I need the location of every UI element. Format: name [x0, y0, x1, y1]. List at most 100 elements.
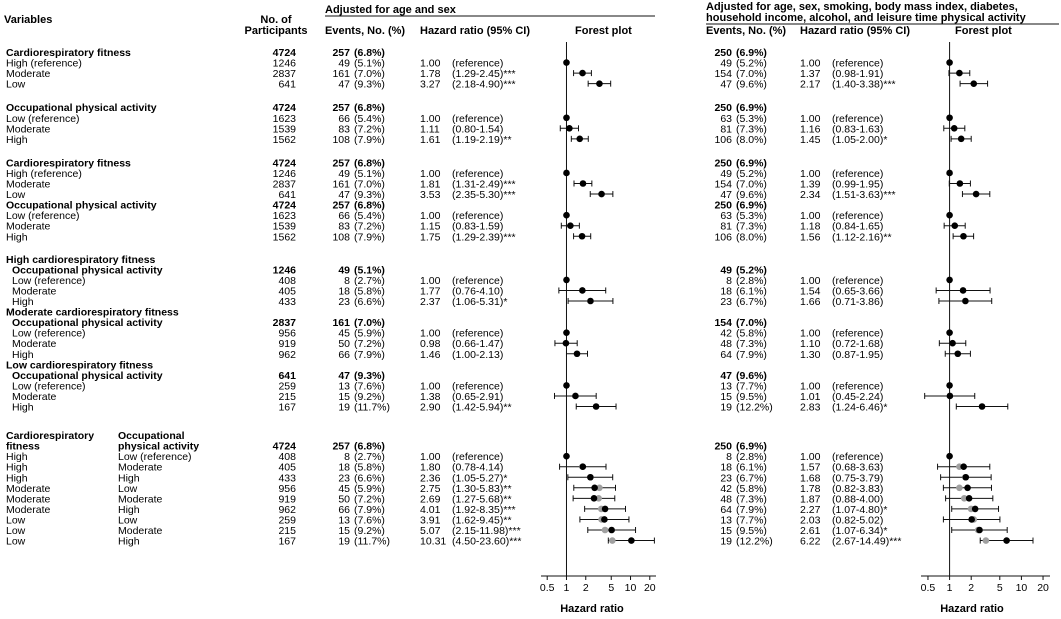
events-percent-cell: (5.1%): [354, 58, 385, 70]
hazard-ratio-cell: 2.69: [420, 493, 441, 505]
confidence-interval-cell: (1.05-2.00)*: [832, 134, 887, 146]
events-percent-cell: (6.8%): [354, 102, 385, 114]
hazard-ratio-cell: 1.00: [420, 328, 441, 340]
hazard-ratio-marker: [962, 297, 969, 305]
events-cell: 257: [332, 200, 350, 212]
row-label: Moderate: [12, 391, 57, 403]
forest-point: [563, 452, 570, 460]
participants-cell: 1539: [273, 123, 297, 135]
row-label: Moderate: [6, 179, 51, 191]
events-cell: 257: [332, 157, 350, 169]
forest-point: [563, 114, 570, 122]
events-percent-cell: (5.2%): [736, 264, 767, 276]
events-percent-cell: (5.8%): [736, 483, 767, 495]
events-percent-cell: (5.1%): [354, 264, 385, 276]
row-label: Occupational physical activity: [12, 264, 163, 276]
participants-cell: 433: [278, 296, 296, 308]
row-label: Moderate: [12, 285, 57, 297]
hazard-ratio-cell: 1.00: [420, 275, 441, 287]
table-row: High 962 66 (7.9%) 1.46 (1.00-2.13) 64 (7.9%) 1.…: [12, 349, 883, 361]
events-percent-cell: (5.8%): [736, 328, 767, 340]
events-cell: 106: [714, 134, 732, 146]
confidence-interval-cell: (0.84-1.65): [832, 221, 883, 233]
confidence-interval-cell: (0.87-1.95): [832, 349, 883, 361]
hazard-ratio-marker: [598, 190, 605, 198]
row-label: High cardiorespiratory fitness: [6, 254, 156, 266]
row-label: High: [6, 451, 28, 463]
row-label: Occupational physical activity: [12, 317, 163, 329]
events-cell: 19: [338, 536, 350, 548]
forest-point: [575, 403, 617, 410]
hazard-ratio-marker: [563, 452, 570, 460]
table-row: Moderate 1539 83 (7.2%) 1.11 (0.80-1.54) 81 (7.…: [6, 123, 883, 135]
events-percent-cell: (9.2%): [354, 525, 385, 537]
participants-cell: 405: [278, 285, 296, 297]
confidence-interval-cell: (reference): [452, 168, 503, 180]
table-row: High cardiorespiratory fitness: [6, 254, 156, 266]
confidence-interval-cell: (reference): [832, 58, 883, 70]
x-tick-label: 5: [608, 582, 614, 594]
confidence-interval-cell: (0.78-4.14): [452, 462, 503, 474]
header-events-right: Events, No. (%): [706, 25, 786, 37]
confidence-interval-cell: (1.51-3.63)***: [832, 189, 896, 201]
confidence-interval-cell: (reference): [452, 380, 503, 392]
confidence-interval-cell: (2.18-4.90)***: [452, 79, 516, 91]
events-cell: 49: [720, 168, 732, 180]
forest-point: [559, 463, 607, 471]
participants-cell: 1246: [273, 168, 297, 180]
confidence-interval-cell: (0.80-1.54): [452, 123, 503, 135]
table-row: Low (reference) 1623 66 (5.4%) 1.00 (referenc…: [6, 210, 883, 222]
confidence-interval-cell: (reference): [452, 275, 503, 287]
hazard-ratio-marker: [579, 287, 586, 294]
participants-cell: 167: [278, 402, 296, 414]
x-axis-title-right: Hazard ratio: [940, 603, 1004, 615]
participants-cell: 4724: [273, 102, 297, 114]
events-cell: 257: [332, 441, 350, 453]
participants-cell: 1246: [273, 264, 297, 276]
table-row: High High 433 23 (6.6%) 2.36 (1.05-5.27)* 23 (6.…: [6, 472, 883, 484]
events-cell: 66: [338, 113, 350, 125]
events-percent-cell: (7.3%): [736, 493, 767, 505]
table-row: Occupational physical activity 2837 161 (7.…: [12, 317, 767, 329]
hazard-ratio-marker: [946, 211, 953, 219]
events-cell: 15: [720, 525, 732, 537]
events-percent-cell: (6.6%): [354, 296, 385, 308]
events-percent-cell: (9.6%): [736, 79, 767, 91]
participants-cell: 408: [278, 451, 296, 463]
row-label-secondary: Moderate: [118, 462, 163, 474]
row-label-secondary: High: [118, 504, 140, 516]
row-label: Low cardiorespiratory fitness: [6, 359, 153, 371]
table-row: Moderate 2837 161 (7.0%) 1.81 (1.31-2.49)*** 1…: [6, 179, 883, 191]
forest-point: [944, 350, 971, 358]
events-percent-cell: (6.7%): [736, 472, 767, 484]
hazard-ratio-cell: 1.66: [800, 296, 821, 308]
confidence-interval-cell: (1.19-2.19)**: [452, 134, 512, 146]
events-percent-cell: (7.2%): [354, 123, 385, 135]
forest-point: [961, 190, 991, 198]
row-label: Moderate: [6, 123, 51, 135]
forest-point: [945, 495, 994, 502]
x-tick-label: 0.5: [540, 582, 555, 594]
row-label: Low: [6, 189, 26, 201]
hazard-ratio-marker: [946, 382, 953, 389]
events-cell: 13: [720, 514, 732, 526]
table-row: Occupational physical activity 1246 49 (5.1…: [12, 264, 767, 276]
events-cell: 13: [338, 380, 350, 392]
events-cell: 15: [338, 525, 350, 537]
x-tick-label: 0.5: [921, 582, 936, 594]
table-row: Moderate 2837 161 (7.0%) 1.78 (1.29-2.45)*** 1…: [6, 68, 883, 80]
hazard-ratio-marker: [978, 403, 986, 410]
hazard-ratio-cell: 1.15: [420, 221, 441, 233]
confidence-interval-cell: (1.27-5.68)**: [452, 493, 512, 505]
hazard-ratio-marker: [562, 339, 570, 347]
events-cell: 66: [338, 504, 350, 516]
events-percent-cell: (6.9%): [736, 200, 767, 212]
confidence-interval-cell: (1.07-6.34)*: [832, 525, 887, 537]
events-percent-cell: (9.2%): [354, 391, 385, 403]
forest-point: [587, 526, 637, 534]
forest-point: [951, 505, 1000, 513]
events-percent-cell: (9.6%): [736, 370, 767, 382]
events-percent-cell: (7.3%): [736, 338, 767, 350]
row-label: Moderate: [12, 338, 57, 350]
hazard-ratio-marker: [972, 190, 980, 198]
